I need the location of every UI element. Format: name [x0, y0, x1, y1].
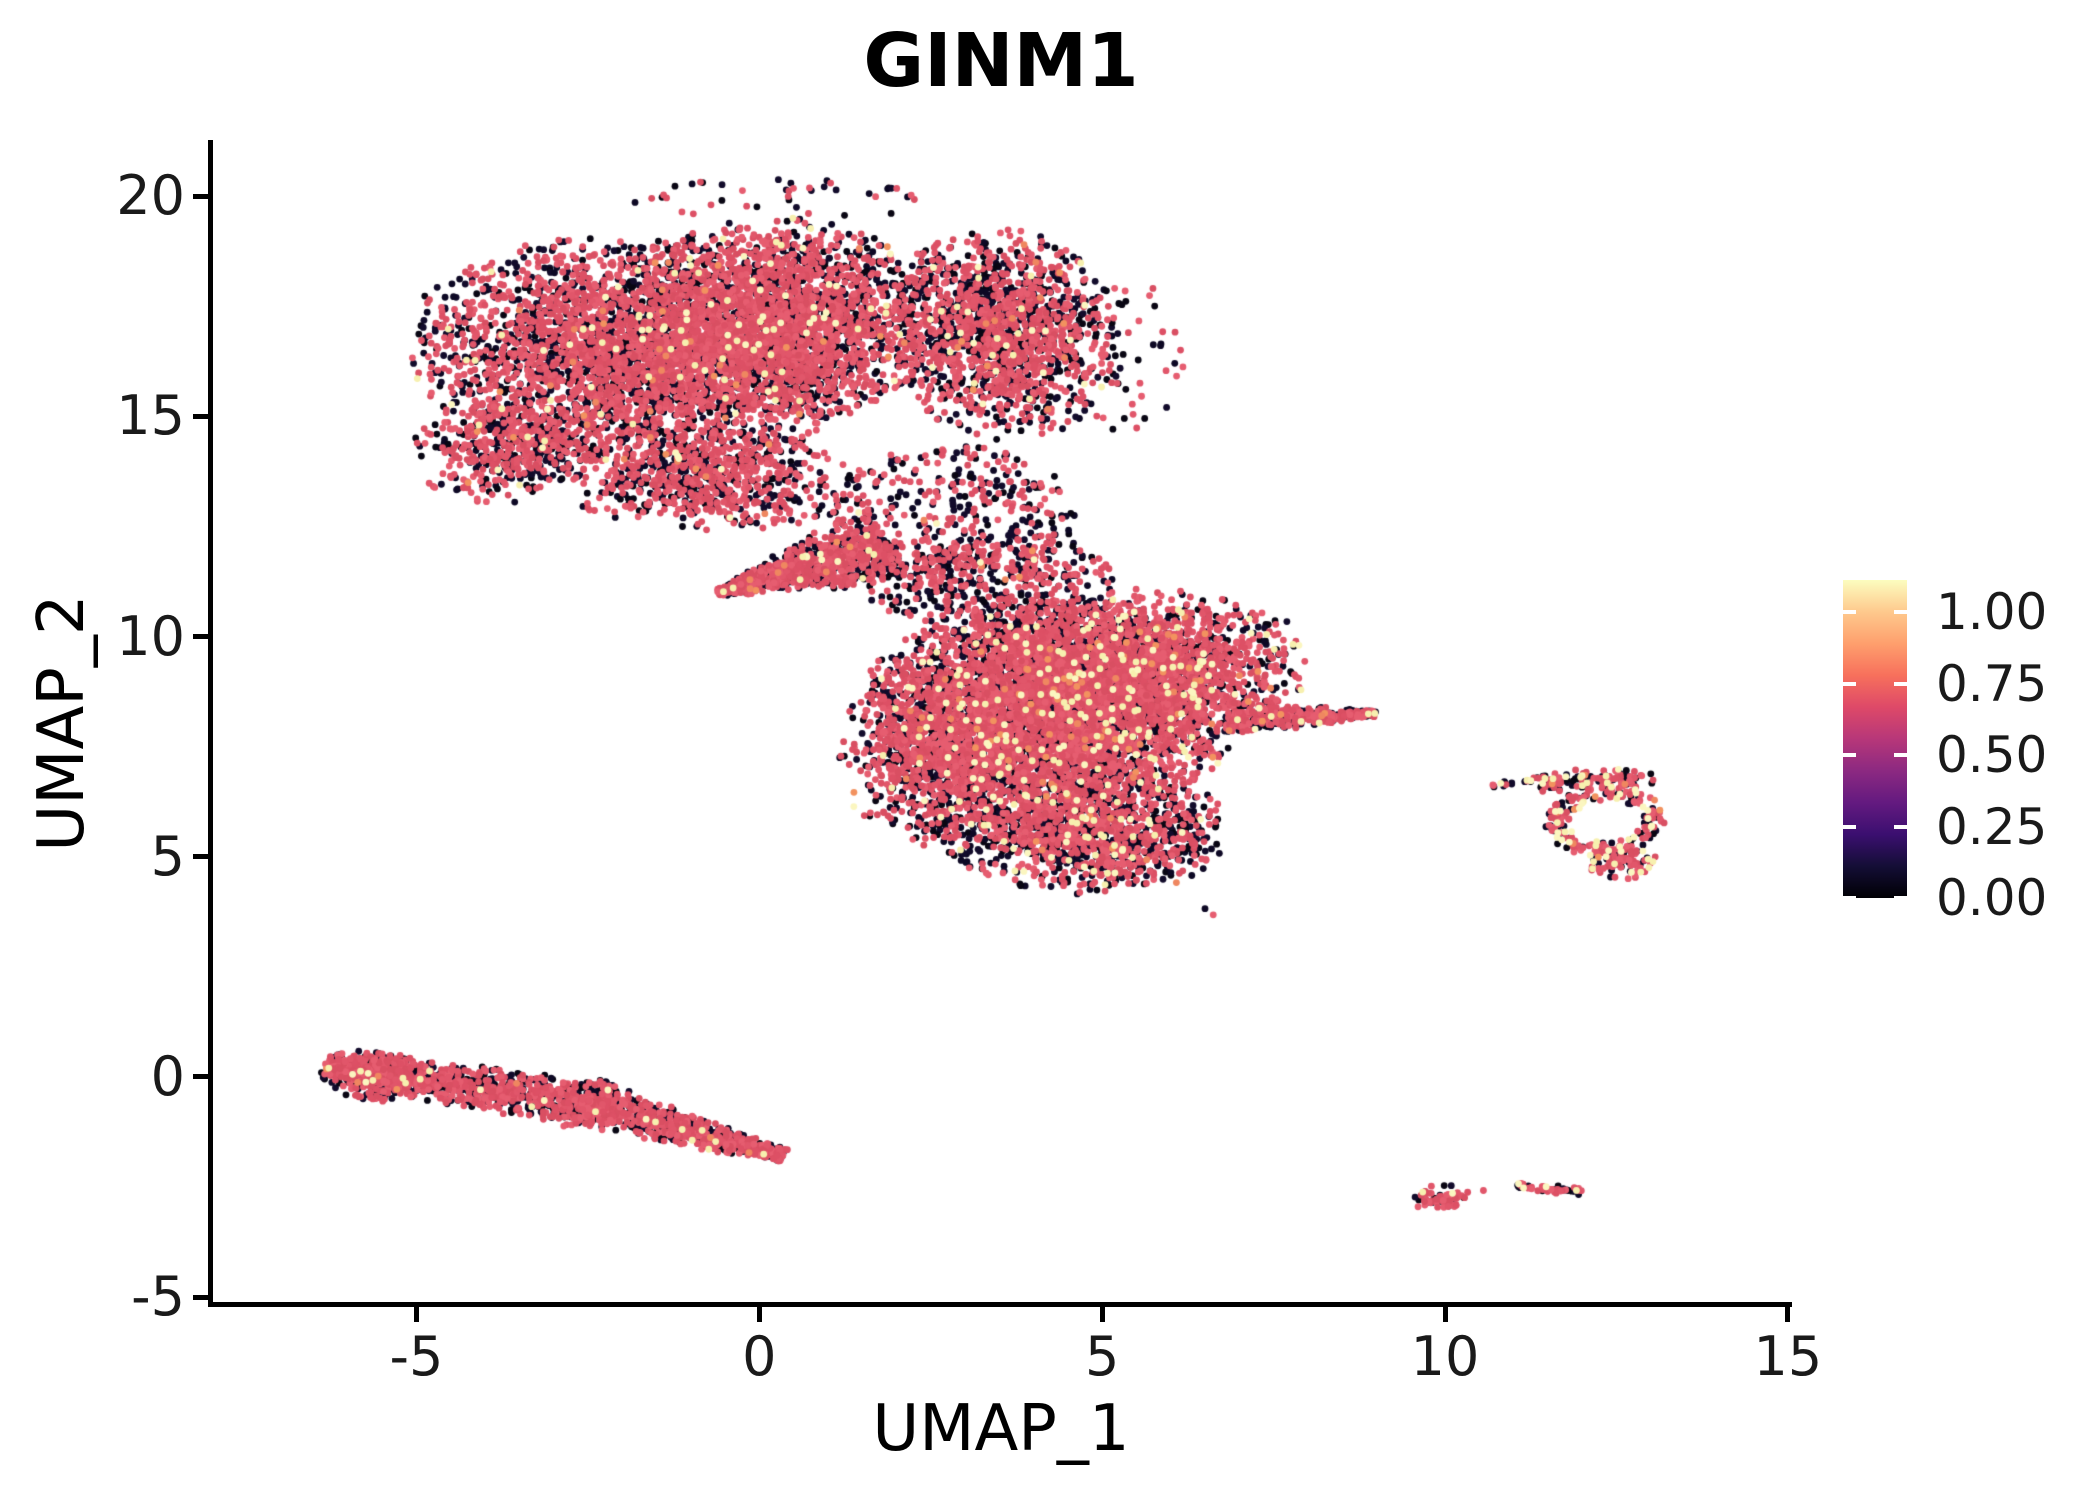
x-tick-label: 15: [1753, 1325, 1823, 1388]
x-tick-mark: [1099, 1307, 1105, 1322]
y-axis-line: [208, 140, 213, 1307]
legend-tick-mark: [1894, 610, 1907, 615]
y-tick-mark: [193, 1074, 208, 1080]
x-tick-mark: [413, 1307, 419, 1322]
legend-tick-mark: [1843, 824, 1856, 829]
y-tick-label: -5: [131, 1265, 185, 1329]
legend-colorbar: [1843, 580, 1907, 898]
x-tick-label: 5: [1084, 1325, 1120, 1388]
y-tick-label: 10: [116, 604, 185, 668]
legend-tick-mark: [1894, 824, 1907, 829]
y-tick-label: 20: [116, 164, 185, 228]
legend-tick-label: 1.00: [1936, 583, 2048, 642]
legend-tick-mark: [1894, 896, 1907, 900]
legend-tick-label: 0.25: [1936, 797, 2048, 856]
y-tick-label: 0: [150, 1044, 185, 1108]
legend-tick-mark: [1843, 610, 1856, 615]
x-tick-label: 10: [1410, 1325, 1480, 1388]
legend-tick-mark: [1843, 896, 1856, 900]
x-tick-label: -5: [389, 1325, 444, 1388]
x-axis-title: UMAP_1: [872, 1392, 1130, 1466]
y-tick-mark: [193, 193, 208, 199]
plot-title: GINM1: [863, 18, 1139, 104]
y-axis-title: UMAP_2: [25, 594, 99, 852]
x-axis-line: [208, 1302, 1792, 1307]
x-tick-mark: [1785, 1307, 1791, 1322]
y-tick-mark: [193, 1294, 208, 1300]
legend-tick-mark: [1894, 681, 1907, 686]
y-tick-label: 5: [150, 824, 185, 888]
y-tick-mark: [193, 634, 208, 640]
x-tick-mark: [1442, 1307, 1448, 1322]
legend-tick-label: 0.00: [1936, 869, 2048, 927]
legend-tick-mark: [1894, 753, 1907, 757]
y-tick-mark: [193, 854, 208, 860]
x-tick-label: 0: [742, 1325, 777, 1388]
legend-tick-mark: [1843, 753, 1856, 757]
y-tick-label: 15: [116, 384, 185, 448]
x-tick-mark: [756, 1307, 762, 1322]
legend-tick-label: 0.75: [1936, 654, 2048, 713]
legend-tick-label: 0.50: [1936, 726, 2048, 784]
y-tick-mark: [193, 413, 208, 419]
legend-tick-mark: [1843, 681, 1856, 686]
